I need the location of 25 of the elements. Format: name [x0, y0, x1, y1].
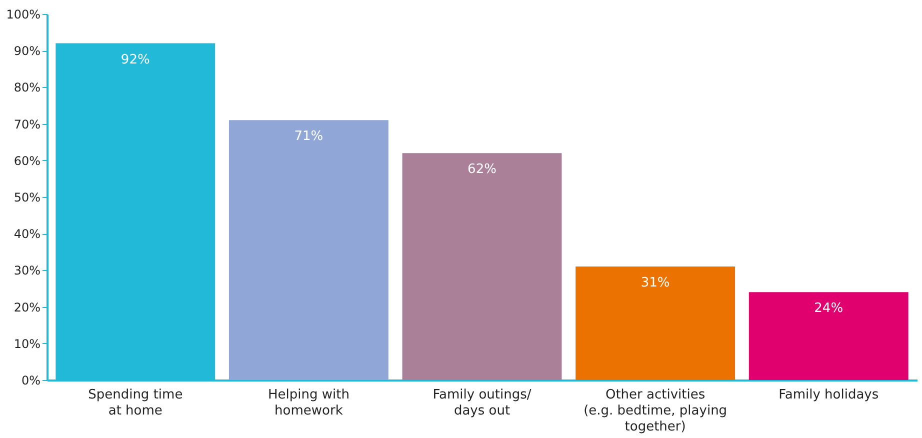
y-tick-label: 90%	[14, 44, 40, 58]
y-tick-label: 70%	[14, 117, 40, 132]
y-tick-label: 100%	[6, 8, 40, 22]
data-label: 31%	[640, 276, 670, 291]
data-label: 62%	[468, 162, 496, 178]
x-tick-label: Family outings/ days out	[432, 388, 532, 418]
data-label: 71%	[294, 129, 324, 144]
x-tick-label: Spending time at home	[88, 388, 183, 418]
y-tick-label: 20%	[14, 300, 40, 314]
data-label: 92%	[120, 52, 150, 68]
x-tick-label: Other activities (e.g. bedtime, playing together)	[584, 388, 728, 434]
data-label: 24%	[814, 301, 844, 316]
y-tick-label: 30%	[14, 264, 40, 278]
y-tick-label: 80%	[14, 80, 40, 95]
y-tick-label: 50%	[14, 190, 40, 204]
bar	[748, 292, 908, 380]
x-tick-label: Helping with homework	[268, 388, 350, 418]
x-tick-label: Family holidays	[778, 388, 879, 402]
bar	[228, 120, 388, 380]
y-tick-label: 40%	[14, 227, 40, 242]
y-tick-label: 0%	[21, 374, 40, 388]
y-tick-label: 60%	[14, 154, 40, 168]
bar	[576, 266, 736, 380]
bar	[402, 153, 562, 380]
y-tick-label: 10%	[14, 336, 40, 351]
